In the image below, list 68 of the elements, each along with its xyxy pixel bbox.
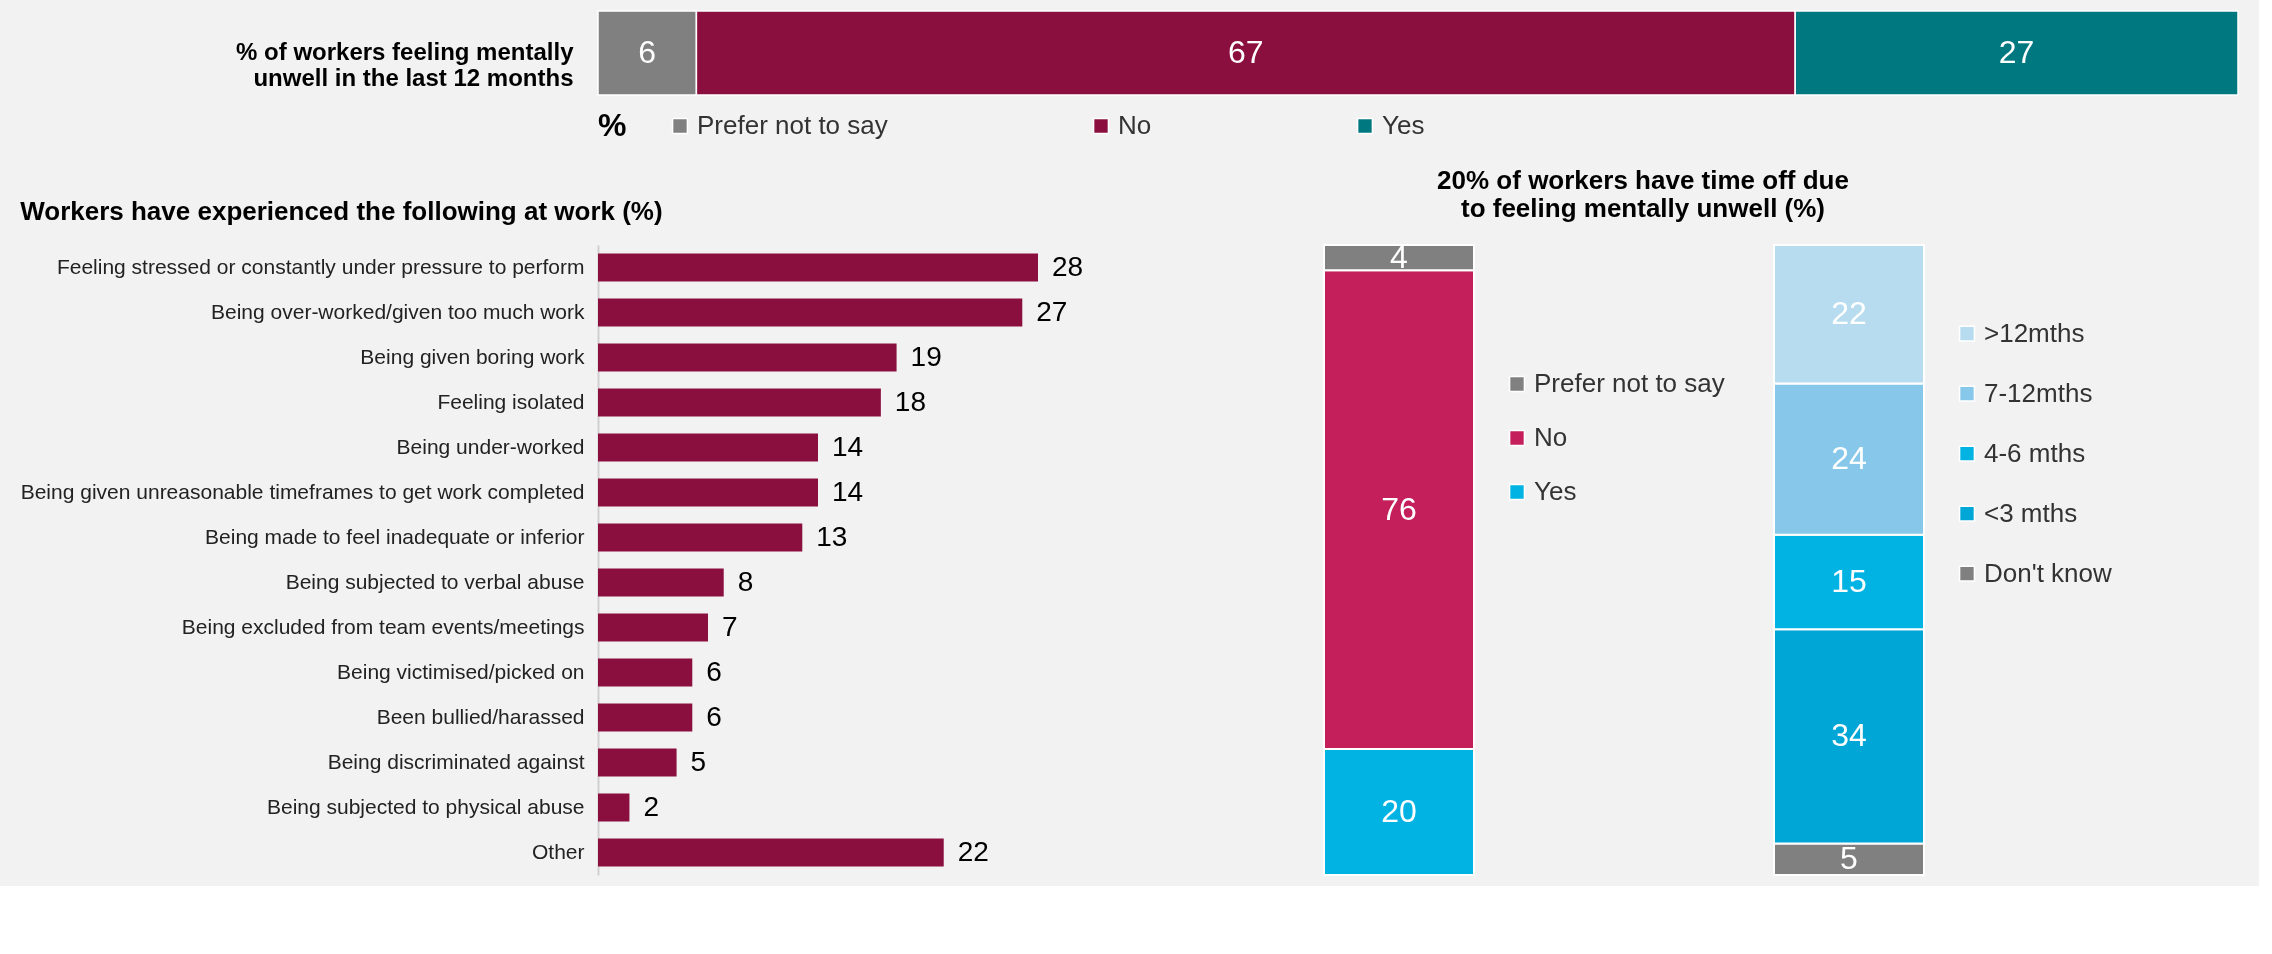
text: Workers have experienced the following at work (%) (20, 196, 663, 226)
y-tick-label: Being discriminated against (327, 749, 585, 773)
data-label: 22 (1831, 295, 1867, 332)
legend-label: No (1118, 110, 1152, 140)
data-label: 7 (722, 610, 738, 642)
data-label: 6 (638, 34, 657, 70)
data-label: 14 (832, 475, 864, 507)
bar (598, 838, 944, 867)
data-label: 5 (1840, 840, 1858, 877)
data-label: 27 (1036, 295, 1068, 327)
data-label: 67 (1228, 34, 1264, 70)
bar (598, 388, 881, 417)
legend-label: >12mths (1984, 317, 2085, 348)
legend-label: <3 mths (1984, 497, 2078, 528)
legend-label: No (1534, 422, 1568, 452)
y-tick-label: Being over-worked/given too much work (210, 299, 585, 323)
bar (598, 523, 803, 552)
bar (598, 343, 897, 372)
data-label: 18 (894, 385, 927, 417)
data-label: 6 (706, 700, 722, 732)
legend-label: Yes (1382, 110, 1425, 140)
bar (598, 433, 818, 462)
y-tick-label: Feeling isolated (437, 389, 585, 413)
chart-title: 20% of workers have time off due to feeling mentally unwell (%) (1437, 164, 1849, 223)
bar (598, 478, 818, 507)
data-label: 5 (690, 745, 707, 777)
bar (598, 613, 708, 642)
legend-label: Don't know (1984, 557, 2113, 588)
bar (598, 658, 693, 687)
bar (598, 793, 630, 822)
y-tick-label: Being subjected to verbal abuse (285, 569, 585, 593)
y-tick-label: Being under-worked (396, 434, 585, 458)
y-tick-label: % of workers feeling mentally unwell in the last 12 months (236, 38, 575, 91)
data-label: 4 (1390, 238, 1408, 275)
y-tick-label: Being subjected to physical abuse (266, 794, 585, 818)
data-label: 24 (1831, 440, 1867, 477)
legend-label: Prefer not to say (1534, 368, 1725, 398)
y-tick-label: Being given unreasonable timeframes to get work completed (20, 479, 585, 503)
y-tick-label: Been bullied/harassed (376, 704, 585, 728)
legend-title: % (598, 107, 627, 143)
data-label: 2 (643, 790, 660, 822)
data-label: 27 (1998, 34, 2035, 70)
legend-label: 4-6 mths (1984, 437, 2086, 468)
bar (598, 568, 724, 597)
y-tick-label: Being victimised/picked on (337, 659, 585, 683)
data-label: 13 (816, 520, 848, 552)
legend-label: Prefer not to say (697, 110, 888, 140)
data-label: 14 (832, 430, 864, 462)
y-tick-label: Feeling stressed or constantly under pressure to perform (56, 254, 585, 278)
data-label: 19 (910, 340, 942, 372)
y-tick-label: Other (531, 839, 585, 863)
data-label: 8 (737, 565, 754, 597)
bar (598, 703, 693, 732)
bar (598, 748, 677, 777)
data-label: 28 (1052, 250, 1084, 282)
y-tick-label: Being made to feel inadequate or inferior (205, 524, 585, 548)
data-label: 34 (1831, 717, 1867, 754)
data-label: 76 (1381, 490, 1417, 527)
bar (598, 298, 1023, 327)
data-label: 6 (706, 655, 722, 687)
bar (598, 253, 1038, 282)
y-tick-label: Being excluded from team events/meetings (181, 614, 585, 638)
data-label: 20 (1381, 793, 1417, 829)
legend-label: 7-12mths (1984, 377, 2093, 408)
y-tick-label: Being given boring work (360, 344, 585, 368)
data-label: 15 (1831, 563, 1867, 600)
data-label: 22 (957, 835, 989, 867)
legend-label: Yes (1534, 476, 1577, 506)
